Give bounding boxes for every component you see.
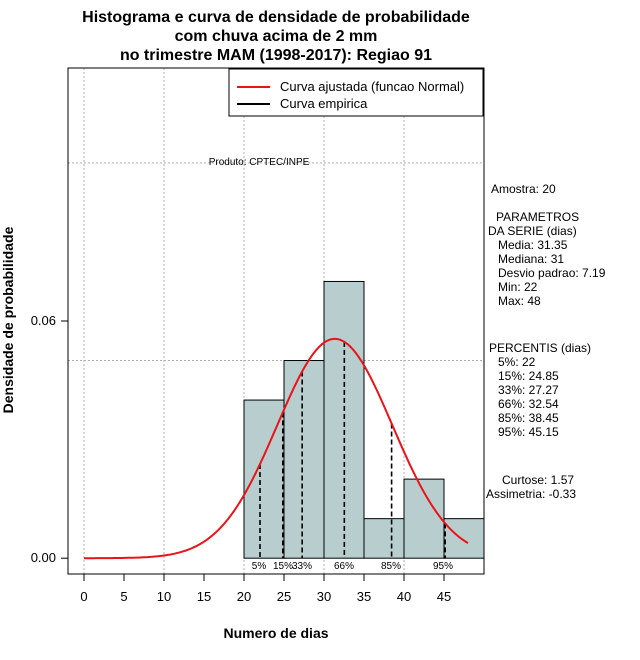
- plot-frame: [67, 67, 485, 575]
- y-axis: 0.00 0.06: [31, 313, 68, 565]
- x-tick-label: 15: [197, 589, 211, 604]
- histogram-bar: [283, 360, 325, 559]
- percentile-label: 85%: [381, 561, 401, 572]
- param-desvio: Desvio padrao: 7.19: [498, 266, 606, 280]
- histogram-bar: [363, 518, 405, 559]
- percentile-label: 66%: [334, 561, 354, 572]
- x-tick-label: 5: [120, 589, 127, 604]
- legend-box: [228, 68, 484, 117]
- product-annotation: Produto: CPTEC/INPE: [209, 157, 310, 168]
- percentile-label: 33%: [292, 561, 312, 572]
- param-media: Media: 31.35: [498, 238, 568, 252]
- x-tick-label: 0: [80, 589, 87, 604]
- x-axis: 0 5 10 15 20 25 30 35 40 45: [80, 573, 451, 604]
- x-tick-label: 45: [437, 589, 451, 604]
- percentile-labels: 5% 15%33% 66% 85% 95%: [252, 561, 453, 572]
- param-mediana: Mediana: 31: [498, 252, 564, 266]
- histogram-bar: [323, 280, 365, 559]
- y-axis-title: Densidade de probabilidade: [0, 226, 16, 413]
- legend-label-normal: Curva ajustada (funcao Normal): [280, 79, 464, 94]
- y-tick-label: 0.00: [31, 550, 56, 565]
- percentile-label: 15%: [273, 561, 293, 572]
- percentile-lines: [259, 341, 447, 559]
- chart-title-line-2: com chuva acima de 2 mm: [175, 28, 378, 45]
- percentil-5: 5%: 22: [498, 355, 536, 369]
- param-max: Max: 48: [498, 294, 541, 308]
- assimetria: Assimetria: -0.33: [486, 487, 576, 501]
- x-axis-title: Numero de dias: [223, 625, 328, 641]
- x-tick-label: 20: [237, 589, 251, 604]
- x-tick-label: 30: [317, 589, 331, 604]
- curtose: Curtose: 1.57: [502, 473, 574, 487]
- chart-title-line-3: no trimestre MAM (1998-2017): Regiao 91: [120, 47, 432, 64]
- params-header-1: PARAMETROS: [496, 210, 579, 224]
- x-tick-label: 40: [397, 589, 411, 604]
- normal-curve: [84, 337, 469, 560]
- param-min: Min: 22: [498, 280, 538, 294]
- percentil-33: 33%: 27.27: [498, 383, 559, 397]
- percentil-66: 66%: 32.54: [498, 397, 559, 411]
- sample-size: Amostra: 20: [491, 182, 556, 196]
- percentil-85: 85%: 38.45: [498, 411, 559, 425]
- x-tick-label: 10: [157, 589, 171, 604]
- percentil-15: 15%: 24.85: [498, 369, 559, 383]
- stats-panel: Amostra: 20 PARAMETROS DA SERIE (dias) M…: [486, 182, 606, 501]
- histogram-bars: [243, 280, 485, 559]
- normal-curve-layer: [84, 337, 469, 560]
- params-header-2: DA SERIE (dias): [488, 224, 577, 238]
- legend: Curva ajustada (funcao Normal) Curva emp…: [228, 68, 484, 117]
- legend-label-empirical: Curva empirica: [280, 96, 368, 111]
- histogram-bar: [443, 518, 485, 559]
- percentile-label: 5%: [252, 561, 267, 572]
- y-tick-label: 0.06: [31, 313, 56, 328]
- x-tick-label: 25: [277, 589, 291, 604]
- percentis-header: PERCENTIS (dias): [489, 341, 591, 355]
- chart-title-line-1: Histograma e curva de densidade de proba…: [82, 9, 470, 26]
- percentile-label: 95%: [433, 561, 453, 572]
- percentil-95: 95%: 45.15: [498, 425, 559, 439]
- x-tick-label: 35: [357, 589, 371, 604]
